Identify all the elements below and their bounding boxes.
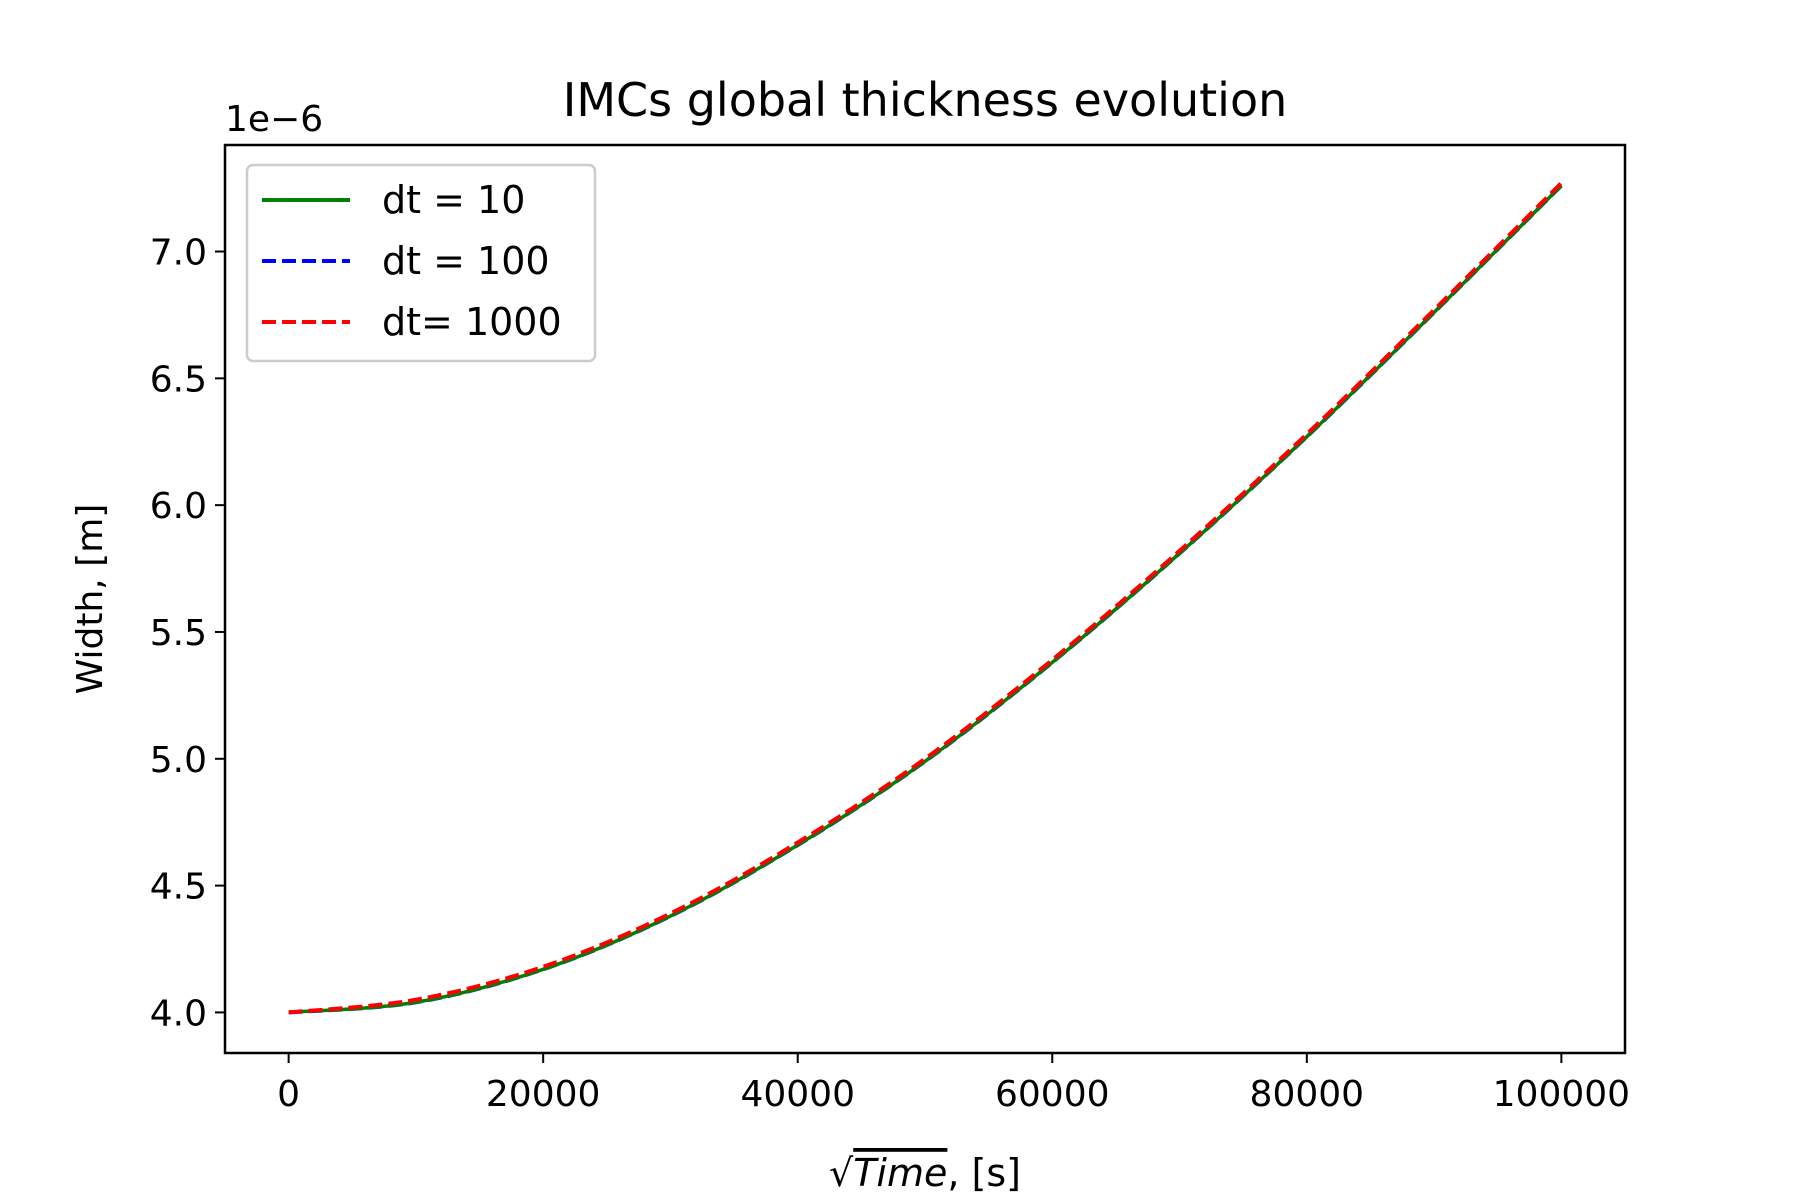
series-line-3 [288,181,1563,1015]
legend-label-3: dt= 1000 [382,300,562,344]
x-axis-label-sqrt: √ [829,1151,854,1195]
y-tick-label: 5.5 [150,613,207,654]
x-axis-ticks: 0 20000 40000 60000 80000 100000 [277,1053,1630,1115]
y-tick-label: 7.0 [150,233,207,274]
legend-frame [245,163,597,363]
y-tick-label: 4.5 [150,867,207,908]
plot-frame [223,143,1627,1055]
y-tick-label: 6.5 [150,359,207,400]
legend-label-1: dt = 10 [382,178,525,222]
y-axis-ticks: 4.0 4.5 5.0 5.5 6.0 6.5 7.0 [150,233,225,1034]
x-tick-label: 20000 [486,1074,601,1115]
y-tick-label: 4.0 [150,993,207,1034]
series-layer [288,181,1563,1015]
x-tick-label: 40000 [740,1074,855,1115]
legend-label-2: dt = 100 [382,239,550,283]
y-tick-label: 5.0 [150,740,207,781]
y-axis-label: Width, [m] [70,504,111,695]
x-axis-label-symbol: Time [853,1151,947,1195]
x-tick-label: 100000 [1493,1074,1630,1115]
y-axis-offset-label: 1e−6 [225,99,323,140]
chart-title: IMCs global thickness evolution [563,73,1288,127]
x-tick-label: 60000 [995,1074,1110,1115]
x-axis-label: √Time, [s] [829,1151,1021,1195]
y-tick-label: 6.0 [150,486,207,527]
x-tick-label: 80000 [1250,1074,1365,1115]
x-axis-label-unit: , [s] [947,1151,1021,1195]
legend: dt = 10 dt = 100 dt= 1000 [245,163,597,363]
x-tick-label: 0 [277,1074,300,1115]
